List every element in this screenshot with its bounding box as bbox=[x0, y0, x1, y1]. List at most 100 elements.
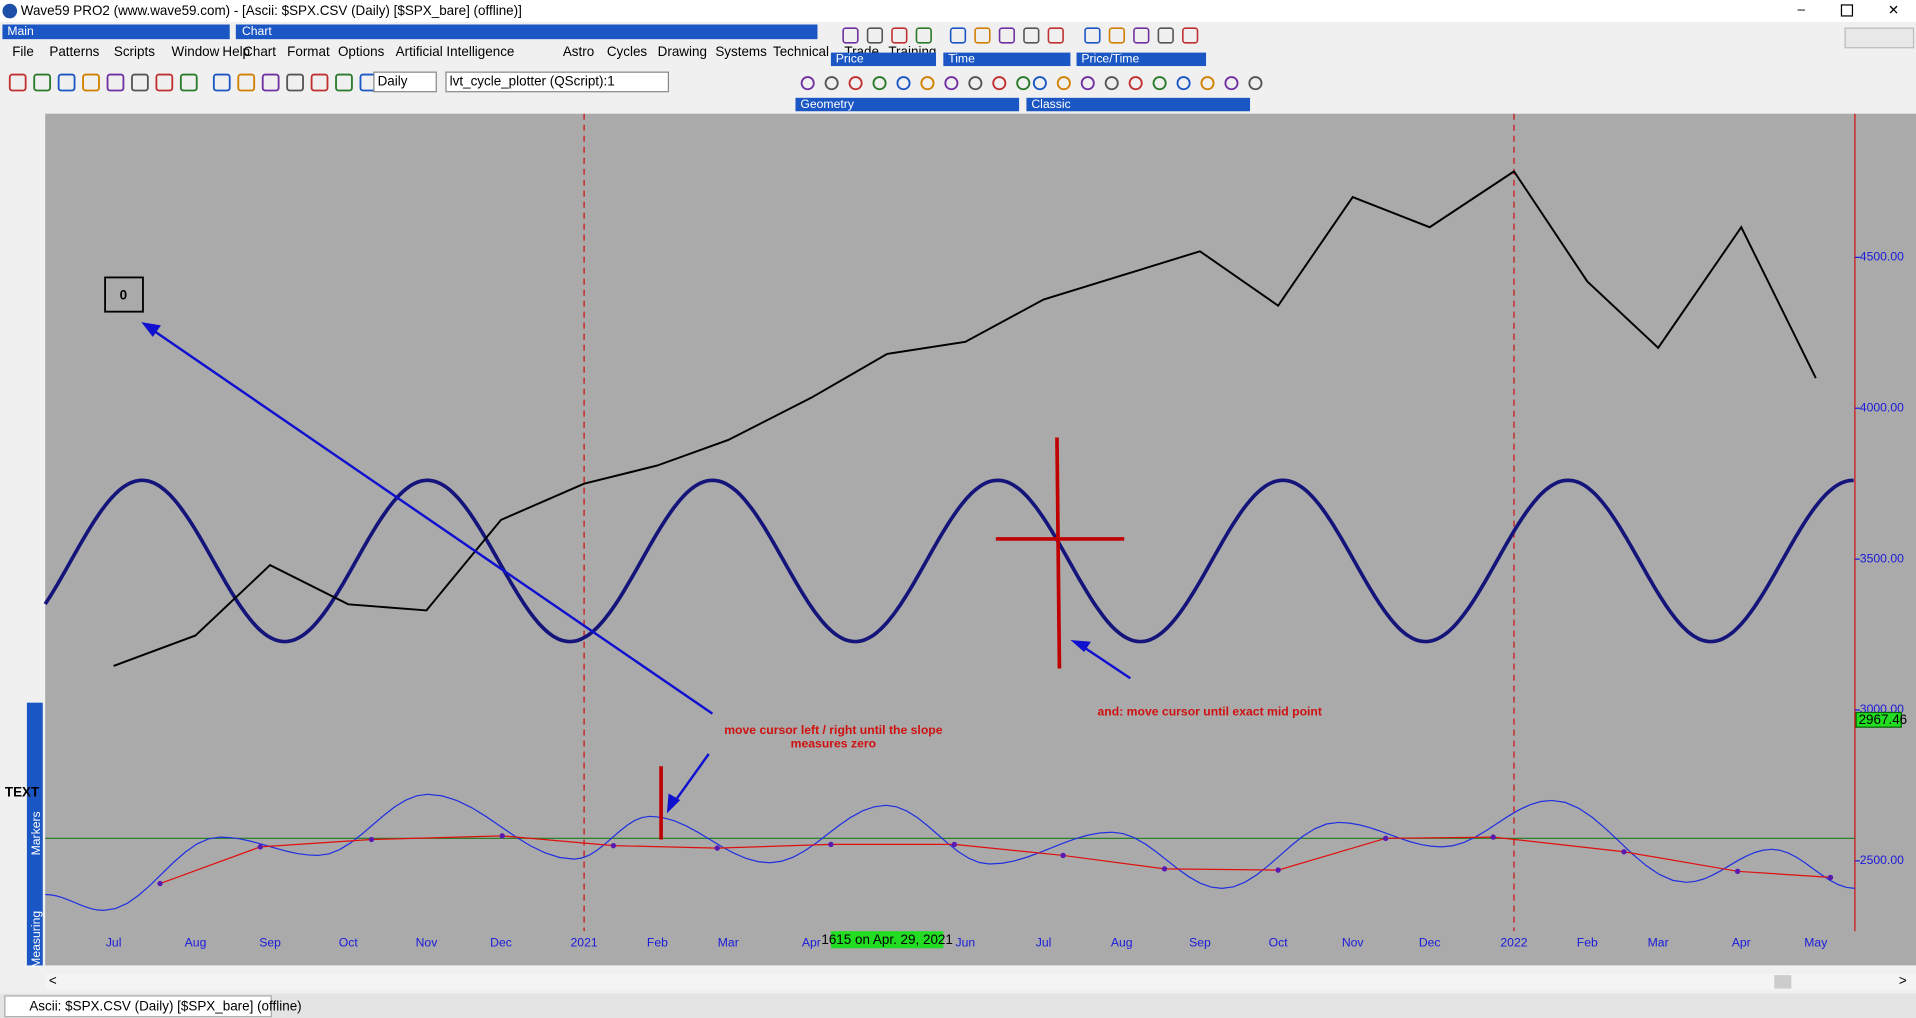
tool-icon[interactable] bbox=[872, 76, 887, 91]
tool-icon[interactable] bbox=[33, 73, 52, 92]
tool-icon[interactable] bbox=[1047, 27, 1064, 44]
arrow-head bbox=[1070, 640, 1091, 652]
menu-item[interactable]: Drawing bbox=[658, 44, 707, 59]
tool-icon[interactable] bbox=[82, 73, 100, 92]
status-bar bbox=[0, 993, 1916, 1018]
text-tool[interactable]: TEXT bbox=[5, 785, 40, 800]
tool-icon[interactable] bbox=[1133, 27, 1150, 44]
tool-icon[interactable] bbox=[1224, 76, 1239, 91]
document-tab[interactable] bbox=[4, 995, 272, 1018]
tool-icon[interactable] bbox=[1080, 76, 1095, 91]
tool-icon[interactable] bbox=[998, 27, 1016, 44]
tool-icon[interactable] bbox=[155, 73, 174, 92]
tool-icon[interactable] bbox=[1176, 76, 1191, 91]
panel-label: Price/Time bbox=[1081, 52, 1139, 66]
x-tick-label: 2022 bbox=[1500, 936, 1527, 950]
panel-label: Classic bbox=[1031, 97, 1070, 111]
minimize-button[interactable]: – bbox=[1797, 1, 1805, 16]
tool-icon[interactable] bbox=[1157, 27, 1174, 44]
tool-icon[interactable] bbox=[949, 27, 967, 44]
measuring-tab[interactable]: Measuring bbox=[29, 911, 43, 968]
h-scrollbar[interactable] bbox=[45, 973, 1916, 990]
x-tick-label: Jul bbox=[106, 936, 122, 950]
tool-icon[interactable] bbox=[106, 73, 125, 92]
tool-icon[interactable] bbox=[261, 73, 280, 92]
menu-item[interactable]: Artificial Intelligence bbox=[396, 44, 515, 59]
tool-icon[interactable] bbox=[1016, 76, 1031, 91]
tool-icon[interactable] bbox=[335, 73, 353, 92]
tool-icon[interactable] bbox=[992, 76, 1007, 91]
x-tick-label: 2021 bbox=[571, 936, 598, 950]
tool-icon[interactable] bbox=[212, 73, 231, 92]
menu-item[interactable]: Scripts bbox=[114, 44, 155, 59]
tool-icon[interactable] bbox=[1084, 27, 1101, 44]
tool-icon[interactable] bbox=[915, 27, 932, 44]
cursor-readout-box bbox=[830, 931, 944, 949]
cycle-wave bbox=[43, 478, 1854, 644]
arrow bbox=[148, 326, 714, 715]
panel-label: Time bbox=[948, 52, 975, 66]
tool-icon[interactable] bbox=[1248, 76, 1263, 91]
tool-icon[interactable] bbox=[1056, 76, 1071, 91]
tool-icon[interactable] bbox=[968, 76, 983, 91]
tool-icon[interactable] bbox=[891, 27, 908, 44]
tool-icon[interactable] bbox=[848, 76, 863, 91]
tool-icon[interactable] bbox=[1182, 27, 1199, 44]
x-tick-label: Apr bbox=[1732, 936, 1751, 950]
tool-icon[interactable] bbox=[179, 73, 198, 92]
tool-icon[interactable] bbox=[1108, 27, 1125, 44]
x-tick-label: Mar bbox=[1648, 936, 1669, 950]
menu-item[interactable]: File bbox=[12, 44, 34, 59]
script-select[interactable] bbox=[445, 71, 670, 93]
tool-icon[interactable] bbox=[1104, 76, 1119, 91]
menu-item[interactable]: Window bbox=[172, 44, 220, 59]
signal-dot bbox=[1621, 849, 1627, 855]
tool-icon[interactable] bbox=[1032, 76, 1047, 91]
close-button[interactable]: ✕ bbox=[1888, 3, 1899, 18]
scroll-thumb[interactable] bbox=[1774, 975, 1792, 989]
menu-item[interactable]: Systems bbox=[715, 44, 767, 59]
tool-icon[interactable] bbox=[1128, 76, 1143, 91]
tool-icon[interactable] bbox=[944, 76, 959, 91]
scroll-left[interactable]: < bbox=[49, 973, 57, 988]
tool-icon[interactable] bbox=[286, 73, 304, 92]
menu-item[interactable]: Help bbox=[222, 44, 250, 59]
menu-item[interactable]: Cycles bbox=[607, 44, 648, 59]
x-tick-label: Feb bbox=[1577, 936, 1598, 950]
x-tick-label: Sep bbox=[1189, 936, 1211, 950]
tool-icon[interactable] bbox=[57, 73, 76, 92]
tool-icon[interactable] bbox=[974, 27, 991, 44]
signal-dot bbox=[1734, 868, 1741, 874]
signal-dot bbox=[368, 836, 375, 843]
tool-icon[interactable] bbox=[824, 76, 839, 91]
tool-icon[interactable] bbox=[1152, 76, 1167, 91]
tool-icon[interactable] bbox=[1200, 76, 1215, 91]
markers-tab[interactable]: Markers bbox=[29, 811, 43, 855]
annotation: and: move cursor until exact mid point bbox=[1098, 705, 1322, 719]
tool-icon[interactable] bbox=[920, 76, 935, 91]
tool-icon[interactable] bbox=[131, 73, 149, 92]
tool-icon[interactable] bbox=[8, 73, 27, 92]
y-tick-label: 4000.00 bbox=[1860, 400, 1904, 414]
oscillator bbox=[45, 793, 1855, 912]
tool-icon[interactable] bbox=[1023, 27, 1040, 44]
tool-icon[interactable] bbox=[310, 73, 329, 92]
restore-button[interactable] bbox=[1840, 4, 1854, 17]
mdi-controls[interactable] bbox=[1844, 27, 1915, 49]
signal-dot bbox=[828, 841, 834, 848]
tool-icon[interactable] bbox=[842, 27, 859, 44]
menu-item[interactable]: Patterns bbox=[49, 44, 99, 59]
x-tick-label: Aug bbox=[1111, 936, 1133, 950]
menu-item[interactable]: Astro bbox=[563, 44, 594, 59]
menu-item[interactable]: Options bbox=[338, 44, 385, 59]
menu-item[interactable]: Format bbox=[287, 44, 330, 59]
menu-item[interactable]: Technical bbox=[773, 44, 829, 59]
tool-icon[interactable] bbox=[896, 76, 911, 91]
tool-icon[interactable] bbox=[800, 76, 815, 91]
tool-icon[interactable] bbox=[237, 73, 256, 92]
x-tick-label: Aug bbox=[185, 936, 207, 950]
interval-select[interactable] bbox=[373, 71, 437, 93]
tool-icon[interactable] bbox=[866, 27, 884, 44]
menu-item[interactable]: Chart bbox=[243, 44, 276, 59]
scroll-right[interactable]: > bbox=[1899, 973, 1907, 988]
